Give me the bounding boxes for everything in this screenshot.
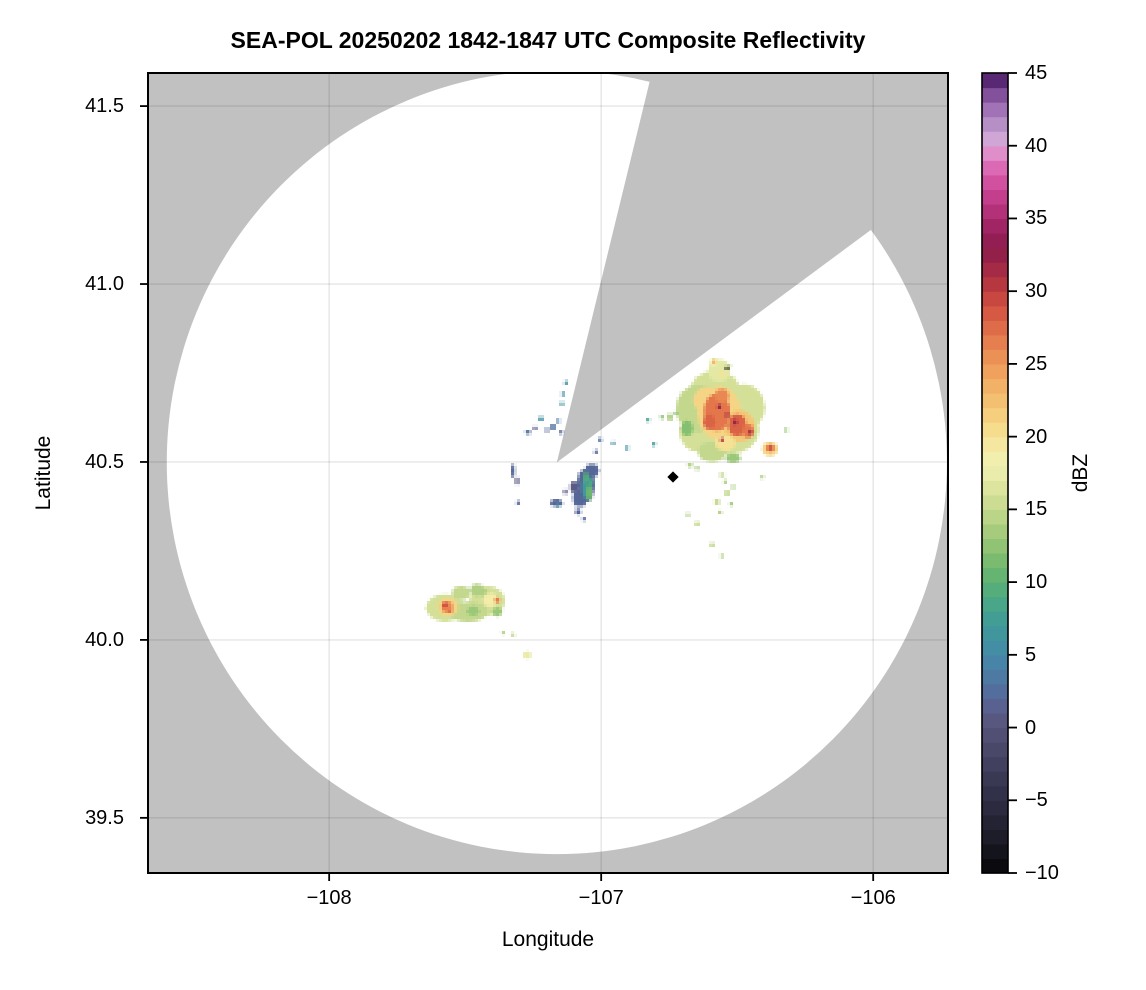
colorbar-band xyxy=(982,611,1008,627)
colorbar-band xyxy=(982,131,1008,147)
colorbar-band xyxy=(982,538,1008,554)
colorbar-tick-label: 35 xyxy=(1025,207,1048,230)
colorbar-band xyxy=(982,73,1008,89)
colorbar-band xyxy=(982,480,1008,496)
colorbar-band xyxy=(982,858,1008,874)
x-axis-label: Longitude xyxy=(501,928,595,951)
colorbar-tick-label: 5 xyxy=(1025,643,1037,666)
colorbar-band xyxy=(982,174,1008,190)
colorbar-frame xyxy=(981,72,1009,874)
colorbar-band xyxy=(982,756,1008,772)
x-tick-label: −108 xyxy=(306,887,352,909)
colorbar-band xyxy=(982,800,1008,816)
x-tick-label: −107 xyxy=(578,887,624,909)
colorbar-tick-label: 45 xyxy=(1025,62,1048,84)
colorbar-band xyxy=(982,567,1008,583)
colorbar-band xyxy=(982,334,1008,350)
colorbar-band xyxy=(982,422,1008,438)
colorbar-band xyxy=(982,640,1008,656)
colorbar-band xyxy=(982,305,1008,321)
colorbar-band xyxy=(982,218,1008,234)
colorbar-tick-label: 30 xyxy=(1025,280,1048,303)
colorbar-band xyxy=(982,116,1008,132)
colorbar-band xyxy=(982,407,1008,423)
radar-echo-canvas xyxy=(148,73,948,873)
colorbar-band xyxy=(982,698,1008,714)
colorbar-band xyxy=(982,378,1008,394)
colorbar-label: dBZ xyxy=(1069,453,1092,493)
colorbar-band xyxy=(982,669,1008,685)
colorbar-band xyxy=(982,494,1008,510)
colorbar-band xyxy=(982,451,1008,467)
colorbar-band xyxy=(982,771,1008,787)
colorbar-band xyxy=(982,727,1008,743)
colorbar-band xyxy=(982,582,1008,598)
colorbar-band xyxy=(982,814,1008,830)
x-tick-label: −106 xyxy=(850,887,896,909)
colorbar-band xyxy=(982,829,1008,845)
y-tick-label: 40.5 xyxy=(85,450,124,473)
chart-title: SEA-POL 20250202 1842-1847 UTC Composite… xyxy=(230,27,866,53)
colorbar-band xyxy=(982,509,1008,525)
y-tick-label: 41.5 xyxy=(85,95,124,118)
colorbar-band xyxy=(982,625,1008,641)
colorbar-band xyxy=(982,363,1008,380)
colorbar-tick-label: −10 xyxy=(1025,862,1059,884)
colorbar-band xyxy=(982,843,1008,860)
colorbar-band xyxy=(982,654,1008,670)
colorbar-tick-label: 25 xyxy=(1025,352,1048,375)
colorbar-tick-label: −5 xyxy=(1025,789,1048,812)
colorbar-band xyxy=(982,189,1008,205)
colorbar-tick-label: 20 xyxy=(1025,425,1048,448)
colorbar-band xyxy=(982,523,1008,540)
colorbar-tick-label: 10 xyxy=(1025,571,1048,594)
colorbar-band xyxy=(982,102,1008,118)
colorbar-band xyxy=(982,553,1008,569)
colorbar-band xyxy=(982,393,1008,409)
colorbar-tick-label: 15 xyxy=(1025,498,1048,521)
colorbar-band xyxy=(982,596,1008,612)
y-tick-label: 39.5 xyxy=(85,806,124,829)
colorbar-band xyxy=(982,160,1008,176)
colorbar-band xyxy=(982,276,1008,292)
colorbar-band xyxy=(982,233,1008,249)
colorbar-band xyxy=(982,742,1008,758)
colorbar-band xyxy=(982,262,1008,278)
y-tick-label: 40.0 xyxy=(85,628,124,651)
colorbar-band xyxy=(982,683,1008,700)
colorbar-band xyxy=(982,291,1008,307)
colorbar-band xyxy=(982,465,1008,481)
colorbar-band xyxy=(982,713,1008,729)
colorbar-band xyxy=(982,203,1008,220)
colorbar-band xyxy=(982,785,1008,801)
colorbar-band xyxy=(982,320,1008,336)
y-tick-label: 41.0 xyxy=(85,273,124,296)
colorbar-band xyxy=(982,436,1008,452)
radar-echo-layer xyxy=(148,73,948,873)
colorbar-band xyxy=(982,349,1008,365)
colorbar-tick-label: 40 xyxy=(1025,134,1048,157)
colorbar-band xyxy=(982,87,1008,103)
colorbar-band xyxy=(982,247,1008,263)
colorbar-tick-label: 0 xyxy=(1025,716,1037,739)
colorbar xyxy=(981,72,1017,874)
colorbar-band xyxy=(982,145,1008,161)
